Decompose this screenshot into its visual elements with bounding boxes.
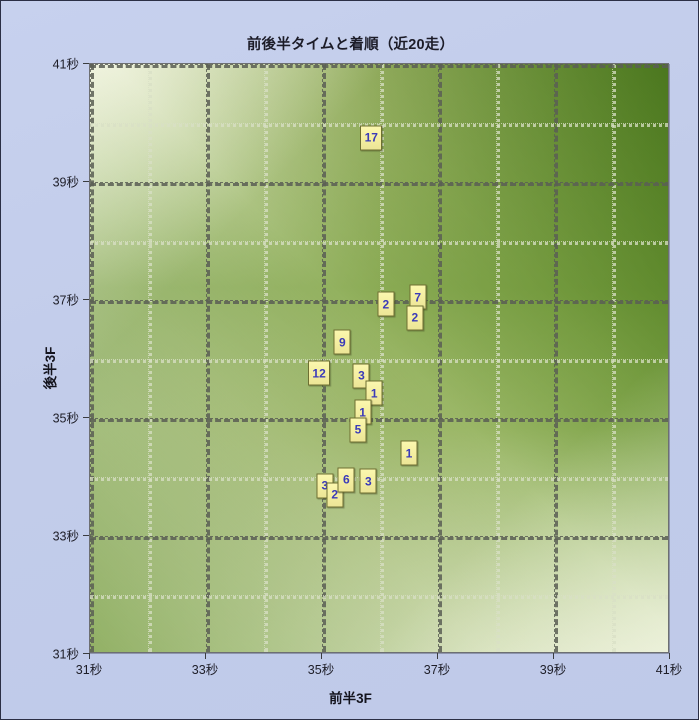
x-axis-tick-label: 31秒 — [75, 663, 103, 677]
data-point-label: 5 — [349, 417, 367, 443]
x-axis-tick-label: 41秒 — [655, 663, 683, 677]
chart-title: 前後半タイムと着順（近20走） — [246, 37, 455, 53]
data-point-label: 3 — [359, 468, 377, 494]
data-point-label: 2 — [406, 305, 424, 331]
x-axis-tick — [89, 653, 90, 659]
x-axis-tick — [437, 653, 438, 659]
data-point-label: 17 — [360, 125, 383, 151]
y-axis-tick — [83, 63, 89, 64]
data-point-label: 7 — [409, 284, 427, 310]
y-axis-tick-label: 37秒 — [52, 293, 79, 308]
x-axis-tick — [553, 653, 554, 659]
x-axis-tick-label: 33秒 — [191, 663, 219, 677]
x-axis-tick — [205, 653, 206, 659]
x-axis-tick-label: 37秒 — [423, 663, 451, 677]
y-axis-tick-label: 39秒 — [52, 175, 79, 190]
y-axis-tick-label: 35秒 — [52, 411, 79, 426]
data-point-label: 6 — [337, 467, 355, 493]
plot-background-highlight — [90, 64, 668, 652]
y-axis-tick — [83, 653, 89, 654]
x-axis-tick — [669, 653, 670, 659]
y-axis-title: 後半3F — [43, 346, 58, 390]
data-point-label: 12 — [308, 360, 331, 386]
y-axis-tick — [83, 535, 89, 536]
data-point-label: 1 — [365, 380, 383, 406]
x-axis-tick-label: 39秒 — [539, 663, 567, 677]
y-axis-tick — [83, 181, 89, 182]
y-axis-tick-label: 31秒 — [52, 647, 79, 662]
y-axis-tick — [83, 299, 89, 300]
data-point-label: 1 — [400, 440, 418, 466]
y-axis-tick-label: 33秒 — [52, 529, 79, 544]
x-axis-tick-label: 35秒 — [307, 663, 335, 677]
data-point-label: 2 — [377, 291, 395, 317]
x-axis-title: 前半3F — [329, 691, 372, 706]
x-axis-tick — [321, 653, 322, 659]
plot-area: 17 2 7 2 9 12 3 1 1 5 1 3 2 6 3 — [89, 63, 669, 653]
data-point-label: 9 — [333, 329, 351, 355]
y-axis-tick-label: 41秒 — [52, 57, 79, 72]
y-axis-tick — [83, 417, 89, 418]
